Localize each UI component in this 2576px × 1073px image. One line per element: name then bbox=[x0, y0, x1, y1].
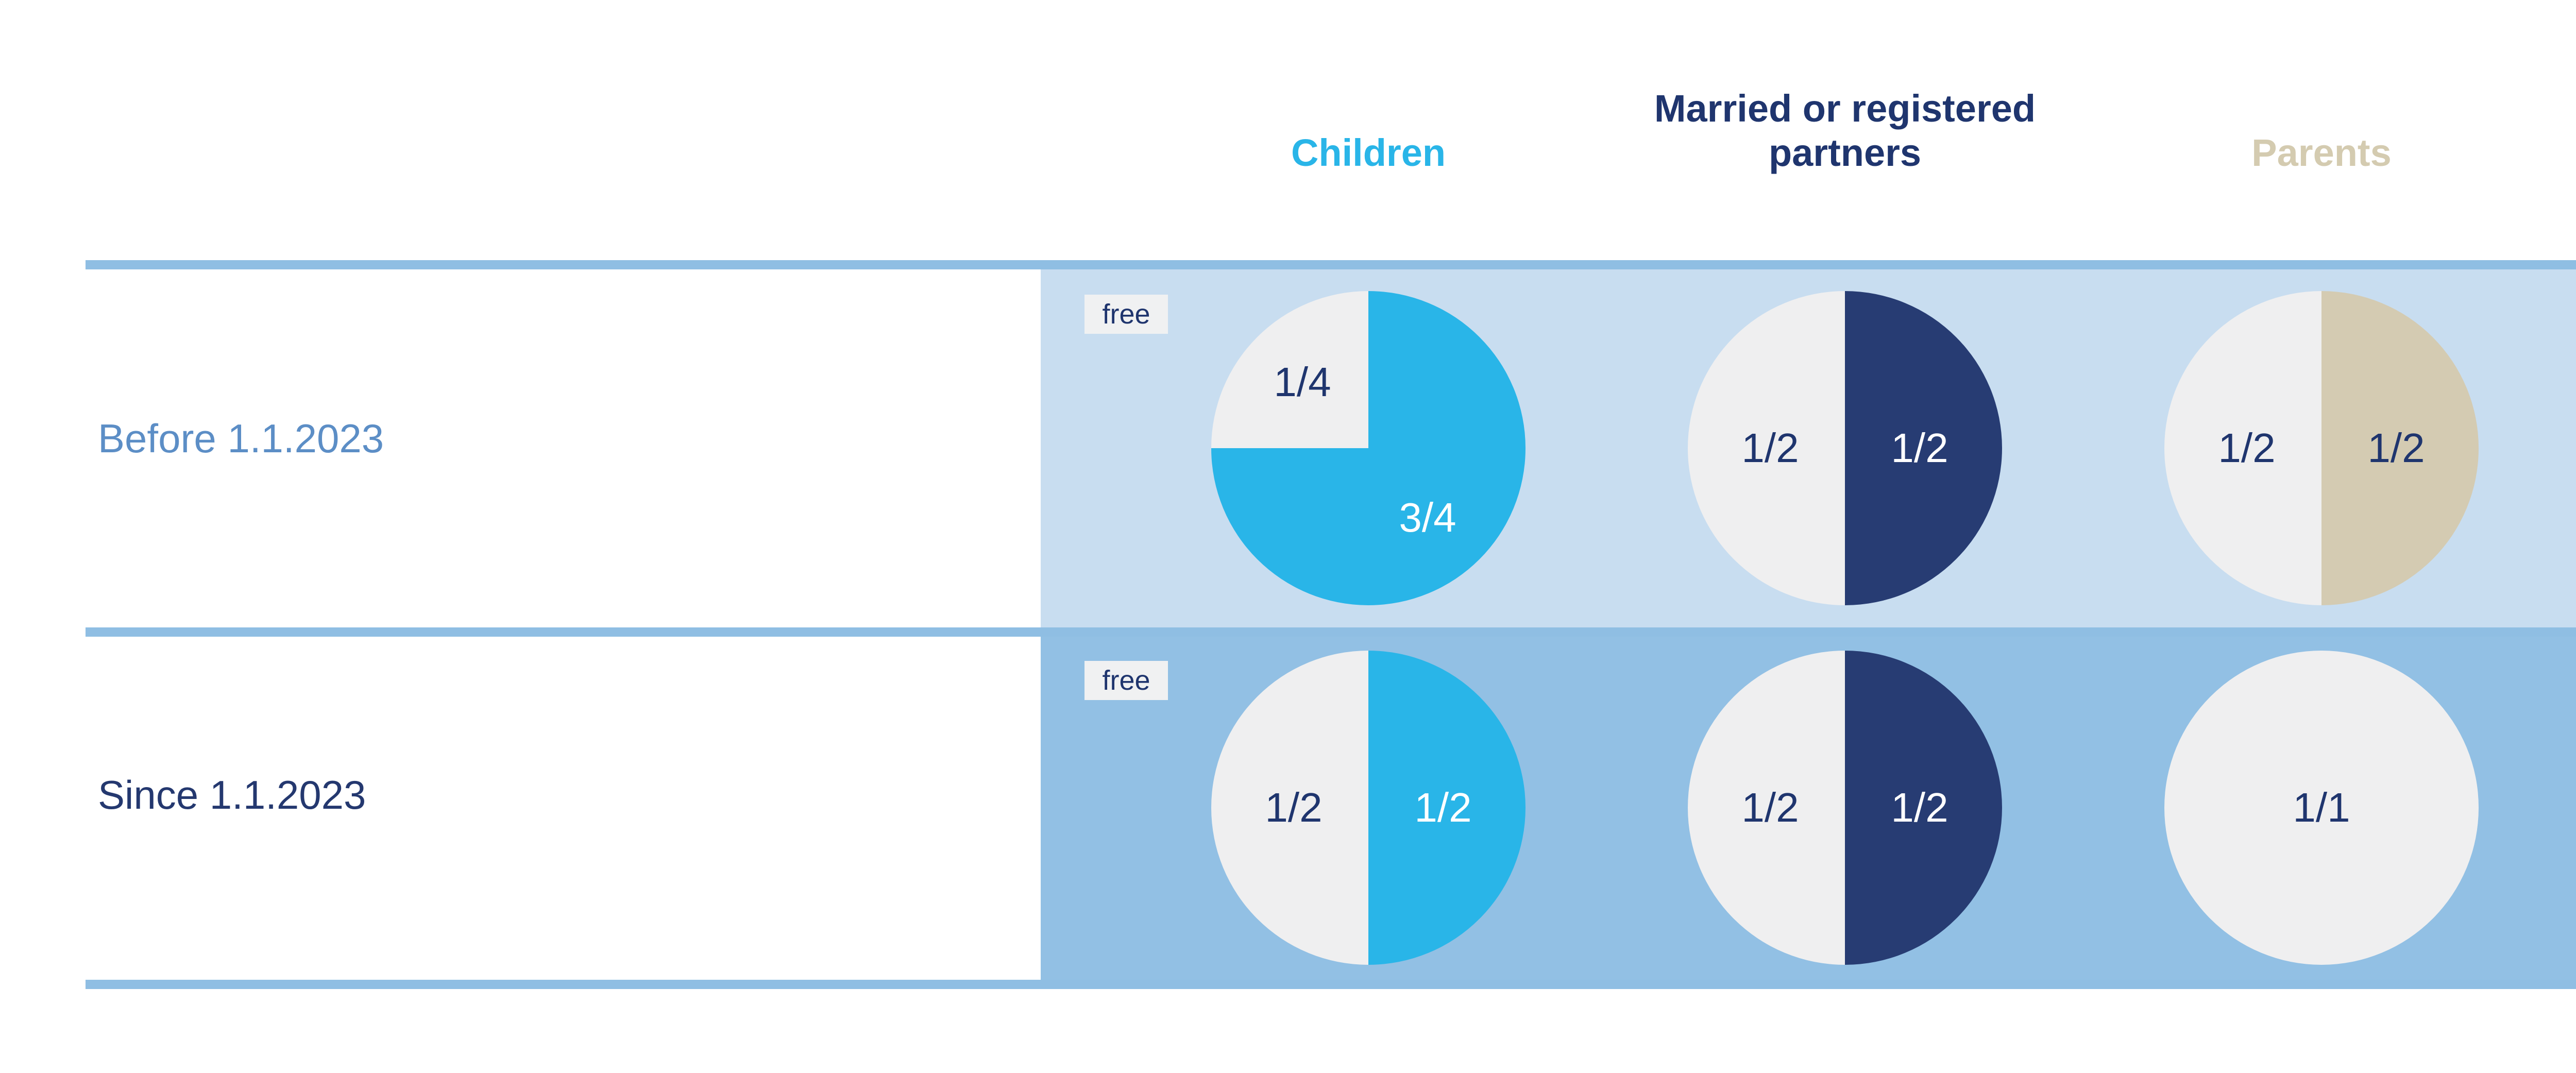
pie-fraction-label: 1/2 bbox=[1265, 785, 1323, 830]
free-tag-row1: free bbox=[1084, 295, 1168, 334]
column-header-parents: Parents bbox=[2251, 131, 2392, 174]
pie-fraction-label: 1/2 bbox=[1891, 785, 1948, 830]
pie-fraction-label: 1/2 bbox=[1891, 425, 1948, 471]
pie-fraction-label: 1/2 bbox=[1741, 785, 1799, 830]
pie-before-parents: 1/2 1/2 bbox=[2164, 291, 2479, 605]
row-label-before-2023: Before 1.1.2023 bbox=[98, 416, 384, 461]
table-rule-divider bbox=[86, 627, 2576, 637]
pie-fraction-label: 1/2 bbox=[1741, 425, 1799, 471]
pie-fraction-label: 1/2 bbox=[1414, 785, 1472, 830]
pie-before-children: 3/4 1/4 bbox=[1211, 291, 1526, 605]
table-rule-bottom bbox=[86, 980, 2576, 989]
pie-fraction-label: 1/2 bbox=[2367, 425, 2425, 471]
pie-fraction-label: 3/4 bbox=[1399, 495, 1456, 540]
pie-since-children: 1/2 1/2 bbox=[1211, 651, 1526, 965]
pie-fraction-label: 1/1 bbox=[2293, 785, 2350, 830]
column-header-children: Children bbox=[1291, 131, 1446, 174]
pie-fraction-label: 1/4 bbox=[1274, 359, 1331, 405]
column-header-married-partners: Married or registered partners bbox=[1654, 87, 2036, 174]
pie-fraction-label: 1/2 bbox=[2218, 425, 2276, 471]
pie-before-married-partners: 1/2 1/2 bbox=[1688, 291, 2002, 605]
pie-since-married-partners: 1/2 1/2 bbox=[1688, 651, 2002, 965]
free-tag-label: free bbox=[1102, 299, 1150, 330]
pie-since-parents: 1/1 bbox=[2164, 651, 2479, 965]
free-tag-row2: free bbox=[1084, 661, 1168, 700]
free-tag-label: free bbox=[1102, 665, 1150, 696]
table-rule-top bbox=[86, 260, 2576, 269]
row-label-since-2023: Since 1.1.2023 bbox=[98, 772, 366, 817]
